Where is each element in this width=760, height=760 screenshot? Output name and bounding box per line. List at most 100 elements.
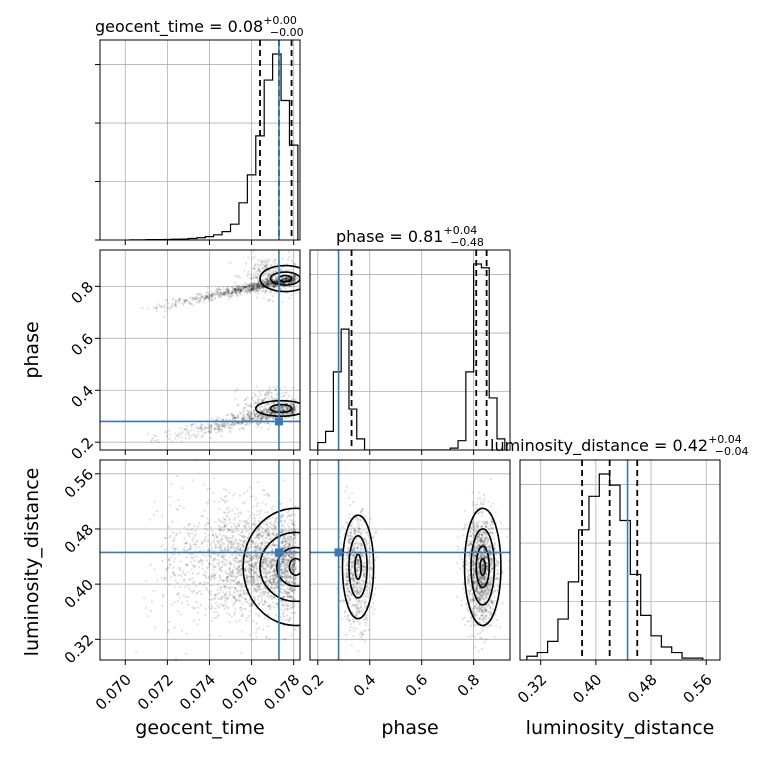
panel-lg-sample <box>177 498 180 501</box>
panel-lp-sample <box>351 548 354 551</box>
panel-lg-sample <box>254 558 257 561</box>
panel-lp-sample <box>351 571 355 574</box>
panel-lg-sample <box>201 541 204 544</box>
panel-pg-sample <box>257 283 260 287</box>
panel-pg-sample <box>281 276 284 279</box>
panel-lg-sample <box>207 534 210 537</box>
panel-pg-sample <box>280 405 283 408</box>
panel-lg-sample <box>218 546 221 549</box>
panel-geocent-time-hist: geocent_time = 0.08+0.00 −0.00 <box>95 14 304 241</box>
panel-pg-sample <box>252 285 255 288</box>
panel-pg-sample <box>263 278 266 282</box>
panel-lg-sample <box>286 581 289 584</box>
panel-lg-sample <box>246 574 249 577</box>
panel-pg-sample <box>265 278 268 281</box>
panel-lg-sample <box>267 580 270 583</box>
panel-lg-sample <box>238 568 241 571</box>
panel-lg-sample <box>187 532 190 536</box>
panel-pg-sample <box>239 290 242 293</box>
panel-lg-sample <box>291 577 295 580</box>
panel-lg-sample <box>237 524 241 527</box>
panel-lp-sample <box>361 633 364 636</box>
panel-pg-sample <box>291 402 294 405</box>
panel-lg-sample <box>290 606 294 609</box>
panel-pg-sample <box>268 282 271 285</box>
panel-pg-sample <box>211 298 214 301</box>
panel-lg-sample <box>178 596 181 599</box>
panel-pg-sample <box>246 285 249 289</box>
panel-pg-sample <box>225 422 228 425</box>
panel-lg-sample <box>186 564 189 567</box>
panel-pg-sample <box>268 416 271 419</box>
panel-lg-sample <box>237 515 240 518</box>
panel-lg-sample <box>214 545 217 548</box>
panel-pg-sample <box>279 406 283 409</box>
panel-pg-sample <box>268 411 271 415</box>
panel-lg-sample <box>190 532 194 535</box>
panel-lg-sample <box>255 568 258 571</box>
panel-lg-sample <box>241 535 244 538</box>
panel-lg-sample <box>266 533 269 537</box>
panel-lg-sample <box>269 581 273 584</box>
panel-lp-sample <box>364 600 368 604</box>
panel-pg-sample <box>274 280 277 283</box>
panel-pg-sample <box>233 288 236 291</box>
panel-lg-sample <box>260 565 263 568</box>
panel-lg-sample <box>183 526 186 529</box>
panel-pg-sample <box>291 397 294 400</box>
panel-pg-sample <box>261 285 264 289</box>
panel-pg-sample <box>288 278 291 281</box>
panel-lg-sample <box>236 589 239 592</box>
panel-pg-sample <box>253 414 256 418</box>
panel-pg-sample <box>260 262 264 265</box>
panel-lg-sample <box>240 567 243 571</box>
panel-pg-sample <box>260 399 264 402</box>
panel-lg-sample <box>198 546 201 549</box>
panel-lg-sample <box>171 520 174 523</box>
panel-pg-sample <box>231 287 234 291</box>
panel-lp-sample <box>354 604 357 607</box>
panel-lg-sample <box>255 565 259 568</box>
panel-lg-sample <box>204 570 207 574</box>
panel-lp-sample <box>348 513 351 516</box>
panel-pg-sample <box>253 405 256 408</box>
panel-lp-sample <box>356 590 359 593</box>
panel-pg-sample <box>291 410 294 413</box>
panel-pg-sample <box>272 411 275 414</box>
panel-pg-sample <box>262 414 265 418</box>
panel-lg-sample <box>247 532 251 535</box>
panel-lg-sample <box>267 494 270 497</box>
panel-pg-sample <box>271 295 274 298</box>
panel-lg-sample <box>255 635 258 638</box>
panel-pg-sample <box>254 395 257 398</box>
panel-lg-sample <box>172 543 175 547</box>
panel-pg-sample <box>268 409 271 412</box>
panel-lg-sample <box>196 573 199 576</box>
panel-lg-sample <box>286 511 289 514</box>
panel-pg-sample <box>260 417 263 420</box>
panel-lg-sample <box>167 557 171 560</box>
panel-lg-sample <box>175 593 179 596</box>
panel-pg-sample <box>232 287 235 290</box>
panel-pg-sample <box>275 284 278 288</box>
panel-pg-sample <box>204 295 208 298</box>
panel-lg-sample <box>236 589 239 593</box>
panel-pg-sample <box>263 393 267 396</box>
panel-lg-sample <box>193 542 197 546</box>
panel-pg-sample <box>198 299 201 303</box>
panel-pg-sample <box>286 412 289 416</box>
panel-lp-sample <box>348 590 351 593</box>
panel-pg-sample <box>183 301 186 304</box>
panel-pg-sample <box>268 284 272 287</box>
panel-pg-sample <box>179 297 182 300</box>
panel-pg-sample <box>208 298 211 301</box>
panel-lg-sample <box>291 564 294 568</box>
panel-pg-sample <box>267 260 270 263</box>
panel-lg-sample <box>262 561 265 564</box>
panel-pg-sample <box>185 298 188 301</box>
panel-lg-sample <box>234 559 237 563</box>
panel-lg-sample <box>240 553 243 556</box>
panel-lg-sample <box>192 589 196 592</box>
panel-lg-sample <box>287 537 290 541</box>
panel-lg-sample <box>182 548 185 551</box>
